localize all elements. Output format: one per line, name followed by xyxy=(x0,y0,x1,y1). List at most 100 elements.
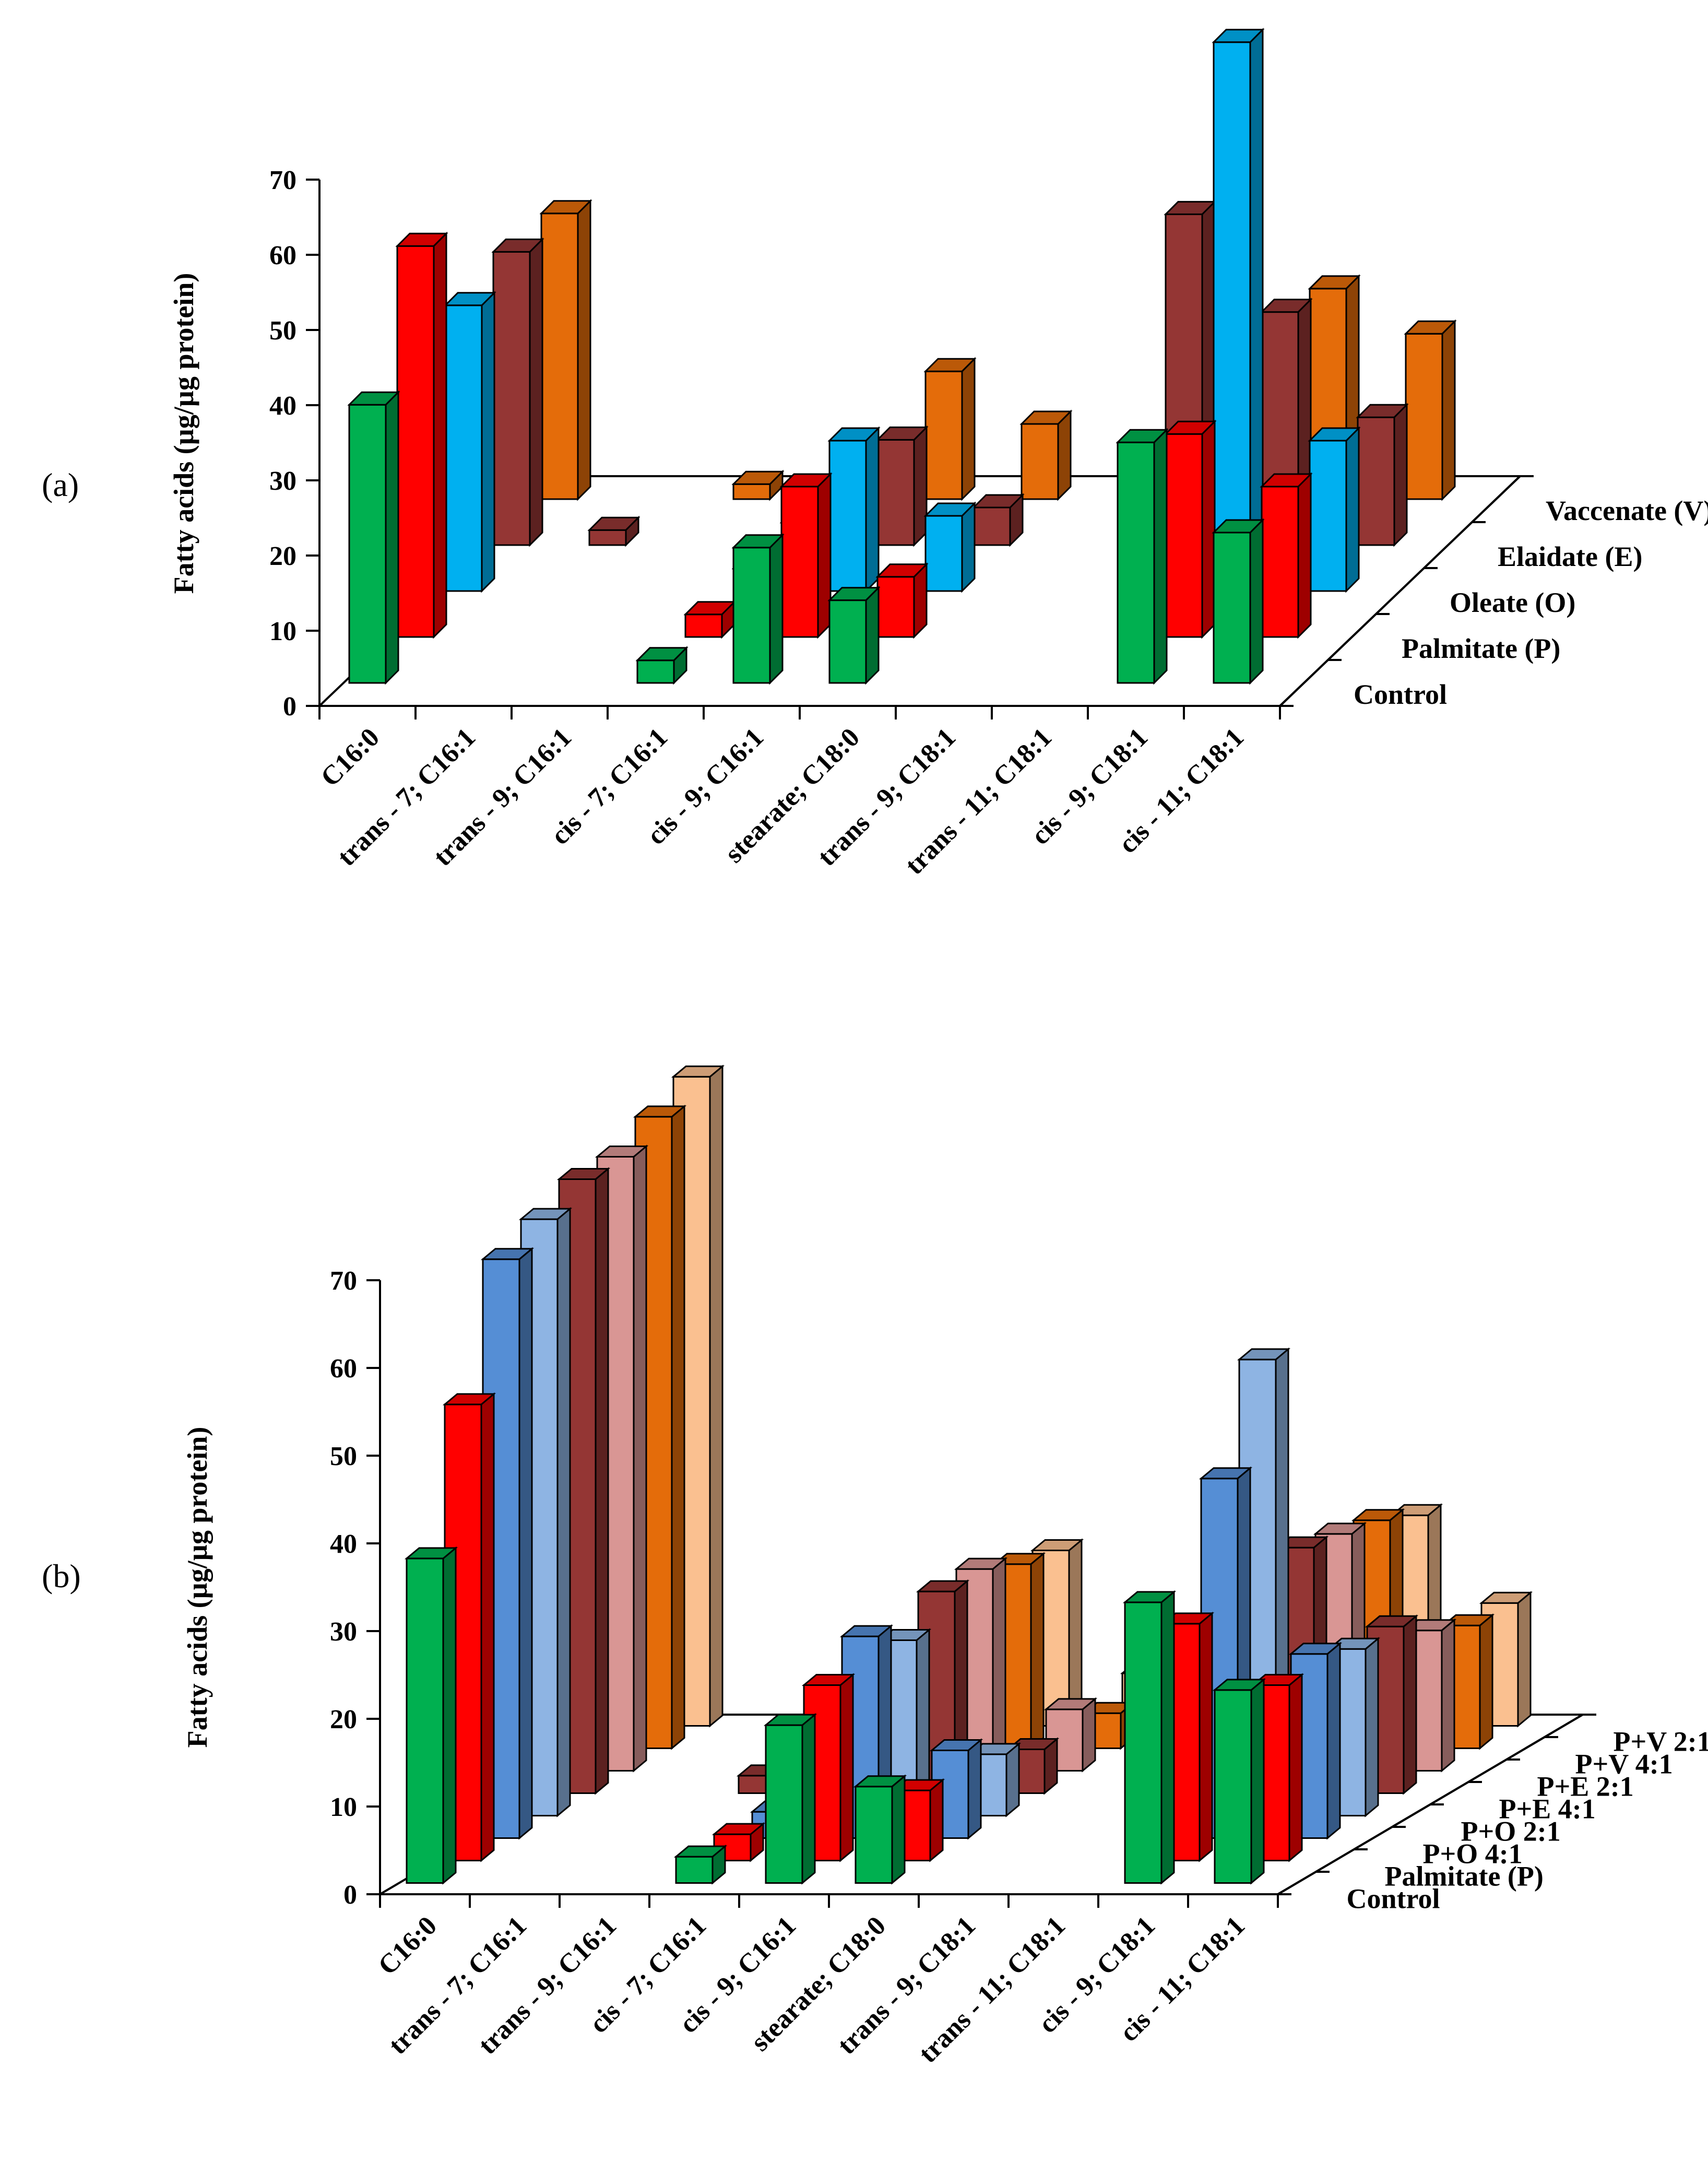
bar-side-face xyxy=(1153,428,1168,685)
bar-control-cis-9-c18-1 xyxy=(1116,428,1169,685)
bar-vaccenate-v-trans-9-c16-1 xyxy=(731,469,785,501)
bar-top-face xyxy=(827,427,881,442)
bar-front-face xyxy=(1165,433,1203,638)
chart-panel-a: (a) Fatty acids (µg/µg protein) 0 10 20 30 40 5… xyxy=(42,28,1708,880)
bar-side-face xyxy=(865,585,880,685)
bar-side-face xyxy=(961,501,976,593)
bar-top-face xyxy=(827,587,881,601)
x-category-label: C16:0 xyxy=(373,1911,443,1981)
bar-vaccenate-v-c16-0 xyxy=(539,199,592,501)
bar-top-face xyxy=(595,1146,649,1158)
y-tick-label: 50 xyxy=(330,1442,357,1471)
bar-front-face xyxy=(855,1786,893,1884)
bar-top-face xyxy=(916,1580,970,1592)
bar-front-face xyxy=(492,251,531,546)
bar-top-face xyxy=(1250,1674,1304,1686)
depth-axis-line xyxy=(1279,475,1521,707)
bar-top-face xyxy=(1441,1614,1495,1626)
bar-top-face xyxy=(992,1553,1046,1565)
panel-label: (b) xyxy=(42,1557,81,1595)
bar-side-face xyxy=(1249,28,1264,593)
y-tick-label: 70 xyxy=(330,1266,357,1296)
bars-group xyxy=(404,1065,1533,1885)
bar-palmitate-p-cis-7-c16-1 xyxy=(711,1822,766,1862)
y-tick-label: 40 xyxy=(330,1529,357,1559)
bar-top-face xyxy=(1030,1539,1084,1551)
series-label-palmitate-p: Palmitate (P) xyxy=(1402,633,1560,664)
bar-top-face xyxy=(1212,519,1265,534)
bar-control-cis-9-c16-1 xyxy=(731,533,785,685)
bar-top-face xyxy=(347,391,400,406)
bar-top-face xyxy=(404,1547,458,1560)
bar-top-face xyxy=(1260,473,1313,488)
bar-control-c16-0 xyxy=(404,1546,458,1885)
panel-label: (a) xyxy=(42,466,79,503)
y-tick-label: 40 xyxy=(269,391,296,421)
bar-front-face xyxy=(588,529,627,546)
bar-side-face xyxy=(556,1207,571,1817)
bar-control-stearate-c18-0 xyxy=(853,1774,907,1885)
bar-top-face xyxy=(954,1557,1008,1570)
bar-top-face xyxy=(1043,1698,1098,1710)
series-label-vaccenate-v: Vaccenate (V) xyxy=(1546,495,1708,526)
bar-top-face xyxy=(1404,320,1457,335)
bar-top-face xyxy=(1164,420,1217,435)
bar-side-face xyxy=(839,1673,854,1862)
bar-top-face xyxy=(875,426,929,441)
bar-top-face xyxy=(442,1393,496,1406)
bar-top-face xyxy=(1260,299,1313,313)
bar-control-cis-11-c18-1 xyxy=(1212,518,1265,685)
bar-top-face xyxy=(1116,429,1169,443)
bar-top-face xyxy=(1237,1348,1291,1361)
bar-side-face xyxy=(595,1167,609,1795)
bar-top-face xyxy=(839,1625,894,1637)
bar-top-face xyxy=(1019,410,1073,425)
bar-front-face xyxy=(924,370,963,500)
series-label-palmitate-p: Palmitate (P) xyxy=(1385,1861,1544,1892)
bar-front-face xyxy=(444,304,483,592)
bar-side-face xyxy=(1441,319,1456,501)
bar-side-face xyxy=(433,231,447,639)
bar-front-face xyxy=(765,1724,803,1884)
bar-front-face xyxy=(1213,532,1251,684)
bar-side-face xyxy=(529,237,543,547)
bar-front-face xyxy=(1214,1689,1252,1884)
series-label-p-e-4-1: P+E 4:1 xyxy=(1499,1793,1596,1825)
bar-elaidate-e-cis-11-c18-1 xyxy=(1356,403,1409,547)
bar-side-face xyxy=(633,1144,647,1773)
bars-group xyxy=(347,28,1457,685)
bar-top-face xyxy=(1122,1591,1177,1603)
bar-elaidate-e-trans-7-c16-1 xyxy=(587,515,640,547)
bar-front-face xyxy=(1021,423,1059,500)
series-label-control: Control xyxy=(1354,679,1447,710)
bar-top-face xyxy=(971,494,1025,509)
bar-palmitate-p-stearate-c18-0 xyxy=(875,562,929,639)
y-tick-label: 0 xyxy=(283,692,296,722)
bar-front-face xyxy=(876,576,915,638)
bar-top-face xyxy=(923,502,977,517)
bar-top-face xyxy=(1212,1679,1266,1691)
series-label-elaidate-e: Elaidate (E) xyxy=(1498,541,1643,572)
bar-side-face xyxy=(1068,1538,1083,1728)
bar-top-face xyxy=(443,292,496,306)
y-tick-label: 20 xyxy=(269,541,296,571)
bar-side-face xyxy=(1057,409,1072,501)
bar-side-face xyxy=(1249,518,1264,685)
bar-side-face xyxy=(769,533,784,685)
bar-palmitate-p-cis-9-c16-1 xyxy=(779,472,833,639)
bar-control-cis-9-c16-1 xyxy=(763,1713,817,1885)
bar-top-face xyxy=(1326,1637,1381,1650)
series-label-p-o-4-1: P+O 4:1 xyxy=(1423,1838,1523,1870)
bar-vaccenate-v-cis-11-c18-1 xyxy=(1404,319,1457,501)
bar-front-face xyxy=(396,245,435,638)
bar-top-face xyxy=(587,516,640,531)
bar-side-face xyxy=(442,1546,457,1885)
bar-vaccenate-v-stearate-c18-0 xyxy=(1019,409,1073,501)
bar-front-face xyxy=(1124,1601,1163,1884)
bar-front-face xyxy=(1357,416,1395,546)
bar-vaccenate-v-cis-9-c16-1 xyxy=(923,357,977,501)
bar-side-face xyxy=(1030,1552,1045,1750)
bar-side-face xyxy=(577,199,591,501)
bar-side-face xyxy=(801,1713,816,1885)
series-label-p-v-4-1: P+V 4:1 xyxy=(1575,1749,1673,1780)
